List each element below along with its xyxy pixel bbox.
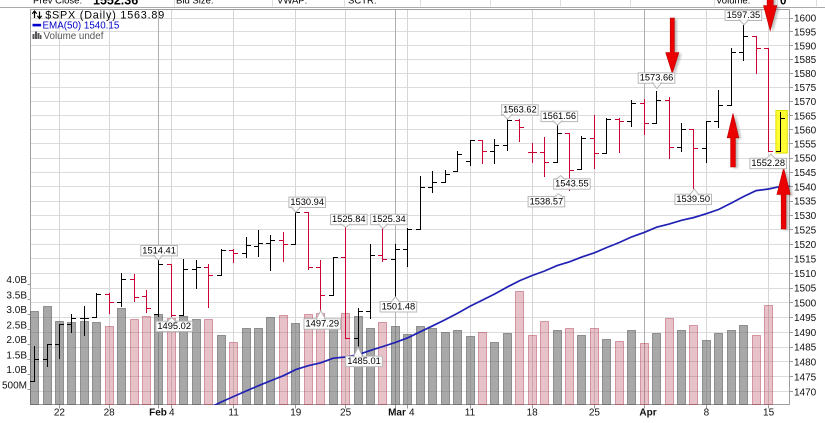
svg-text:3.5B: 3.5B xyxy=(6,290,27,301)
svg-text:1597.35: 1597.35 xyxy=(727,10,761,20)
svg-text:1590: 1590 xyxy=(794,41,817,52)
svg-text:1475: 1475 xyxy=(794,373,817,384)
svg-text:1552.36: 1552.36 xyxy=(93,0,138,7)
svg-text:2.5B: 2.5B xyxy=(6,320,27,331)
svg-text:1.5B: 1.5B xyxy=(6,350,27,361)
svg-text:4: 4 xyxy=(169,408,175,419)
svg-text:Feb: Feb xyxy=(149,408,167,419)
svg-text:1570: 1570 xyxy=(794,97,817,108)
svg-text:Bid Size:: Bid Size: xyxy=(176,0,214,7)
svg-text:1520: 1520 xyxy=(794,240,817,251)
svg-text:1595: 1595 xyxy=(794,28,817,39)
svg-text:1560: 1560 xyxy=(794,125,817,136)
svg-text:1600: 1600 xyxy=(794,14,817,25)
svg-text:VWAP:: VWAP: xyxy=(277,0,307,7)
svg-text:4: 4 xyxy=(409,408,415,419)
svg-text:1538.57: 1538.57 xyxy=(530,196,564,206)
svg-text:1500: 1500 xyxy=(794,298,817,309)
svg-text:1470: 1470 xyxy=(794,388,817,399)
svg-text:SCTR:: SCTR: xyxy=(348,0,377,7)
svg-text:1580: 1580 xyxy=(794,69,817,80)
svg-text:1490: 1490 xyxy=(794,328,817,339)
svg-text:4.0B: 4.0B xyxy=(6,275,27,286)
svg-text:1543.55: 1543.55 xyxy=(555,179,589,189)
svg-text:1552.28: 1552.28 xyxy=(751,158,785,168)
svg-text:1525.34: 1525.34 xyxy=(372,214,406,224)
svg-text:1501.48: 1501.48 xyxy=(382,301,416,311)
svg-text:1561.56: 1561.56 xyxy=(542,111,576,121)
svg-text:1545: 1545 xyxy=(794,168,817,179)
svg-text:1510: 1510 xyxy=(794,269,817,280)
svg-text:1555: 1555 xyxy=(794,140,817,151)
svg-text:28: 28 xyxy=(104,408,116,419)
svg-text:1505: 1505 xyxy=(794,284,817,295)
svg-text:Volume:: Volume: xyxy=(716,0,750,7)
svg-text:$SPX (Daily) 1563.89: $SPX (Daily) 1563.89 xyxy=(45,10,165,22)
svg-text:1530.94: 1530.94 xyxy=(290,197,324,207)
svg-text:2.0B: 2.0B xyxy=(6,335,27,346)
svg-text:1495.02: 1495.02 xyxy=(157,321,191,331)
svg-text:19: 19 xyxy=(290,408,302,419)
svg-text:Mar: Mar xyxy=(388,408,406,419)
svg-text:1550: 1550 xyxy=(794,154,817,165)
svg-text:1540: 1540 xyxy=(794,182,817,193)
svg-text:1525.84: 1525.84 xyxy=(332,214,366,224)
svg-text:500M: 500M xyxy=(2,380,27,391)
svg-text:8: 8 xyxy=(704,408,710,419)
svg-text:18: 18 xyxy=(527,408,539,419)
svg-text:25: 25 xyxy=(589,408,601,419)
svg-text:Prev Close:: Prev Close: xyxy=(33,0,82,7)
svg-text:1.0B: 1.0B xyxy=(6,365,27,376)
svg-text:1573.66: 1573.66 xyxy=(640,73,674,83)
svg-text:1539.50: 1539.50 xyxy=(676,194,710,204)
svg-text:3.0B: 3.0B xyxy=(6,305,27,316)
svg-text:1495: 1495 xyxy=(794,313,817,324)
svg-text:22: 22 xyxy=(54,408,66,419)
svg-text:1565: 1565 xyxy=(794,111,817,122)
svg-text:11: 11 xyxy=(228,408,239,419)
svg-text:1585: 1585 xyxy=(794,55,817,66)
svg-text:1514.41: 1514.41 xyxy=(142,245,176,255)
svg-text:15: 15 xyxy=(763,408,775,419)
svg-text:25: 25 xyxy=(340,408,352,419)
svg-text:1515: 1515 xyxy=(794,255,817,266)
svg-text:1563.62: 1563.62 xyxy=(503,105,537,115)
svg-text:1480: 1480 xyxy=(794,358,817,369)
svg-text:Volume undef: Volume undef xyxy=(44,31,104,42)
svg-text:1485: 1485 xyxy=(794,343,817,354)
svg-text:0: 0 xyxy=(780,0,786,7)
svg-text:1575: 1575 xyxy=(794,83,817,94)
svg-text:1497.29: 1497.29 xyxy=(305,319,339,329)
svg-text:11: 11 xyxy=(465,408,476,419)
svg-text:1485.01: 1485.01 xyxy=(347,356,381,366)
svg-text:1530: 1530 xyxy=(794,211,817,222)
svg-text:1525: 1525 xyxy=(794,226,817,237)
svg-text:EMA(50) 1540.15: EMA(50) 1540.15 xyxy=(43,20,120,31)
svg-text:Apr: Apr xyxy=(639,408,656,419)
svg-text:1535: 1535 xyxy=(794,197,817,208)
